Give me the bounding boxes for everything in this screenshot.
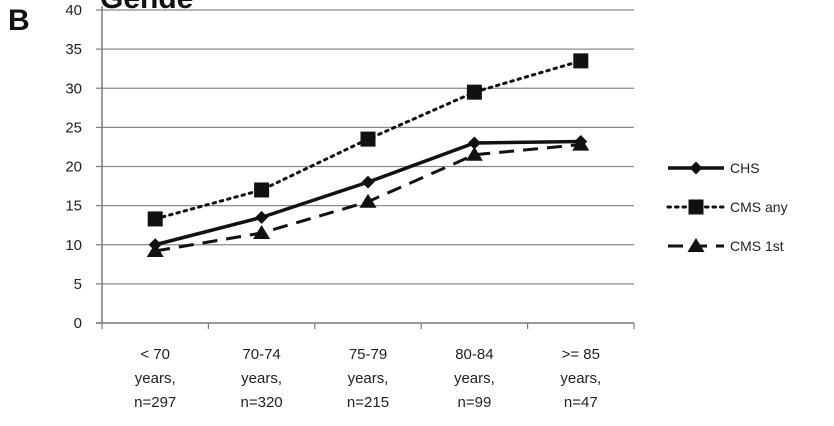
data-point-chs (467, 136, 481, 150)
x-tick-label-line: 70-74 (242, 346, 280, 363)
series-cms-any (147, 53, 589, 227)
y-axis-tick-labels: 0 5 10 15 20 25 30 35 40 (65, 2, 82, 332)
x-tick-label-line: 80-84 (455, 346, 493, 363)
legend-item-cms-any: CMS any (666, 199, 788, 215)
data-point-cms-any (466, 84, 482, 100)
x-tick-label: 70-74 years, n=320 (241, 346, 283, 411)
x-tick-label-line: n=215 (347, 394, 389, 411)
series-chs (148, 134, 588, 252)
data-point-chs (361, 175, 375, 189)
y-tick-label: 20 (65, 159, 82, 176)
y-tick-label: 5 (74, 276, 82, 293)
legend-marker-cms-any (688, 199, 704, 215)
x-tick-label-line: years, (135, 370, 176, 387)
y-tick-label: 10 (65, 237, 82, 254)
series-group (146, 53, 590, 258)
x-tick-label-line: n=297 (134, 394, 176, 411)
legend: CHS CMS any CMS 1st (666, 160, 788, 254)
data-point-cms-1st (359, 193, 377, 208)
x-tick-label-line: < 70 (140, 346, 170, 363)
legend-label-cms-any: CMS any (730, 199, 788, 215)
data-point-cms-1st (572, 136, 590, 151)
legend-item-cms-1st: CMS 1st (668, 238, 784, 254)
x-tick-label-line: years, (560, 370, 601, 387)
legend-label-chs: CHS (730, 160, 760, 176)
data-point-cms-1st (253, 225, 271, 240)
y-tick-label: 0 (74, 315, 82, 332)
y-tick-label: 25 (65, 119, 82, 136)
data-point-cms-1st (465, 146, 483, 161)
x-tick-label-line: n=99 (458, 394, 492, 411)
x-tick-label-line: n=47 (564, 394, 598, 411)
panel-title: Gende (100, 0, 193, 15)
x-tick-label: >= 85 years, n=47 (560, 346, 601, 411)
y-tick-label: 35 (65, 41, 82, 58)
x-tick-label-line: years, (454, 370, 495, 387)
x-tick-label-line: years, (241, 370, 282, 387)
x-tick-label-line: >= 85 (562, 346, 600, 363)
data-point-chs (255, 210, 269, 224)
x-tick-label: 75-79 years, n=215 (347, 346, 389, 411)
axes (96, 6, 635, 329)
x-tick-label: < 70 years, n=297 (134, 346, 176, 411)
data-point-cms-1st (146, 243, 164, 258)
legend-marker-chs (689, 161, 703, 175)
x-tick-label-line: 75-79 (349, 346, 387, 363)
y-tick-label: 40 (65, 2, 82, 19)
legend-item-chs: CHS (668, 160, 760, 176)
x-tick-label-line: n=320 (241, 394, 283, 411)
x-tick-label-line: years, (348, 370, 389, 387)
y-tick-label: 30 (65, 80, 82, 97)
data-point-cms-any (254, 182, 270, 198)
x-axis-tick-labels: < 70 years, n=297 70-74 years, n=320 75-79 year… (134, 346, 601, 411)
series-cms-1st (146, 136, 590, 258)
series-line-chs (154, 139, 581, 247)
data-point-cms-any (147, 211, 163, 227)
panel-letter: B (8, 4, 30, 37)
legend-label-cms-1st: CMS 1st (730, 238, 784, 254)
data-point-cms-any (360, 131, 376, 147)
x-tick-label: 80-84 years, n=99 (454, 346, 495, 411)
y-tick-label: 15 (65, 198, 82, 215)
legend-marker-cms-1st (687, 238, 705, 252)
data-point-cms-any (573, 53, 589, 69)
